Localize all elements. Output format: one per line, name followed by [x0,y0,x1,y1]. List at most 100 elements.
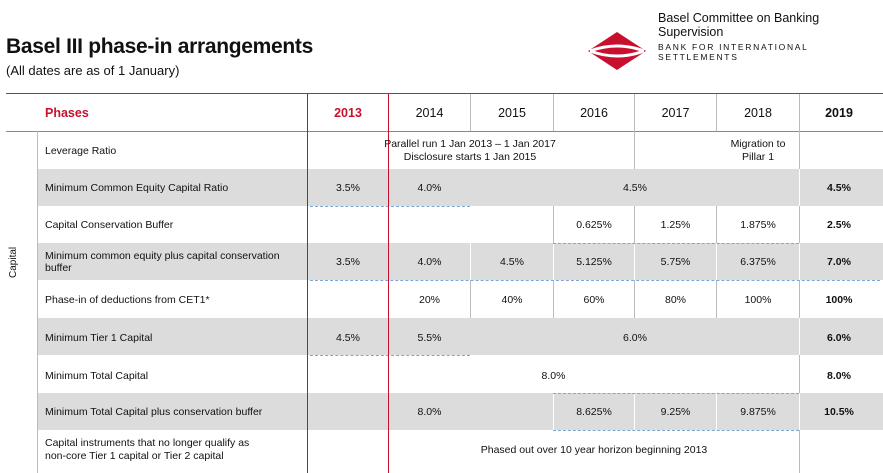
transition-line [310,355,470,356]
transition-line [553,393,799,394]
cell-2013: 3.5% [336,256,360,268]
row-label-phase-in-deductions: Phase-in of deductions from CET1* [45,294,210,306]
column-divider [553,393,554,430]
leverage-migration: Migration to [730,138,786,150]
cell-2014: 4.0% [417,256,442,268]
column-divider [799,243,800,280]
row-label-capital-instruments: Capital instruments that no longer quali… [45,437,250,449]
highlight-2013-right [388,94,389,473]
column-divider [553,280,554,318]
column-divider [716,206,717,243]
row-band [37,243,883,280]
column-divider [553,206,554,243]
year-header-2015: 2015 [498,106,526,120]
column-divider [716,280,717,318]
column-divider [799,206,800,243]
leverage-note-parallel: Parallel run 1 Jan 2013 – 1 Jan 2017 [384,138,556,150]
column-divider [799,355,800,393]
cell-2017: 1.25% [660,219,691,231]
column-divider [799,430,800,473]
cell-2018: 1.875% [740,219,776,231]
year-header-2014: 2014 [415,106,444,120]
column-divider [716,243,717,280]
cell-2019: 8.0% [827,370,851,382]
column-divider [799,94,800,131]
cell-2018: 100% [744,294,772,306]
cell-2017: 9.25% [660,406,691,418]
row-label-min-common-equity: Minimum Common Equity Capital Ratio [45,182,229,194]
row-band [37,318,883,355]
column-divider [799,393,800,430]
cell-2015: 40% [501,294,523,306]
column-divider [553,94,554,131]
column-divider [553,243,554,280]
row-label-capital-instruments-2: non-core Tier 1 capital or Tier 2 capita… [45,450,224,462]
page-title: Basel III phase-in arrangements [6,35,313,58]
column-divider [470,243,471,280]
phases-header: Phases [45,106,89,120]
cell-2018: 6.375% [740,256,776,268]
cell-2014: 20% [418,294,440,306]
cell-span: 4.5% [623,182,647,194]
cell-2015: 4.5% [500,256,524,268]
cell-span: 6.0% [623,332,647,344]
row-label-common-equity-plus-buffer-2: buffer [45,262,72,274]
bis-logo-icon [586,30,648,77]
row-label-min-total-capital: Minimum Total Capital [45,370,149,382]
highlight-2013-left [307,94,308,473]
cell-2019: 100% [825,294,853,306]
cell-span: 8.0% [541,370,566,382]
cell-2013: 3.5% [336,182,360,194]
column-divider [634,393,635,430]
row-band [37,169,883,206]
cell-2016: 0.625% [576,219,612,231]
transition-line [310,206,470,207]
table-top-rule [6,93,883,94]
row-band [37,393,883,430]
year-header-2017: 2017 [661,106,690,120]
column-divider [799,280,800,318]
transition-line [310,280,880,281]
cell-2013: 4.5% [336,332,360,344]
column-divider [799,131,800,169]
row-label-conservation-buffer: Capital Conservation Buffer [45,219,174,231]
transition-line [553,430,799,431]
year-header-2019: 2019 [825,106,853,120]
column-divider [716,393,717,430]
column-divider [634,94,635,131]
cell-2016: 5.125% [576,256,612,268]
row-label-min-tier1: Minimum Tier 1 Capital [45,332,153,344]
cell-2019: 2.5% [827,219,851,231]
bis-name: BANK FOR INTERNATIONAL SETTLEMENTS [658,42,809,62]
header-rule [6,131,883,132]
cell-2016: 8.625% [576,406,612,418]
year-header-2016: 2016 [580,106,608,120]
column-divider [634,280,635,318]
leverage-migration-2: Pillar 1 [741,151,775,163]
year-header-2018: 2018 [744,106,772,120]
cell-2019: 4.5% [827,182,851,194]
transition-line [553,243,799,244]
cell-2019: 7.0% [827,256,851,268]
column-divider [799,318,800,355]
year-header-2013: 2013 [334,106,362,120]
row-label-total-capital-plus-buffer: Minimum Total Capital plus conservation … [45,406,263,418]
leverage-note-disclosure: Disclosure starts 1 Jan 2015 [403,151,537,163]
organization-name: Basel Committee on Banking Supervision [658,11,820,39]
column-divider [634,206,635,243]
cell-2014: 4.0% [417,182,442,194]
row-label-common-equity-plus-buffer: Minimum common equity plus capital conse… [45,250,280,262]
cell-2014: 5.5% [417,332,442,344]
cell-2016: 60% [583,294,605,306]
column-divider [470,94,471,131]
cell-span: Phased out over 10 year horizon beginnin… [480,444,708,456]
capital-side-label: Capital [8,246,19,278]
row-label-leverage: Leverage Ratio [45,145,117,157]
column-divider [470,280,471,318]
cell-2019: 10.5% [824,406,854,418]
column-divider [716,94,717,131]
page-subtitle: (All dates are as of 1 January) [6,63,180,78]
cell-2017: 80% [664,294,686,306]
cell-2014: 8.0% [417,406,442,418]
